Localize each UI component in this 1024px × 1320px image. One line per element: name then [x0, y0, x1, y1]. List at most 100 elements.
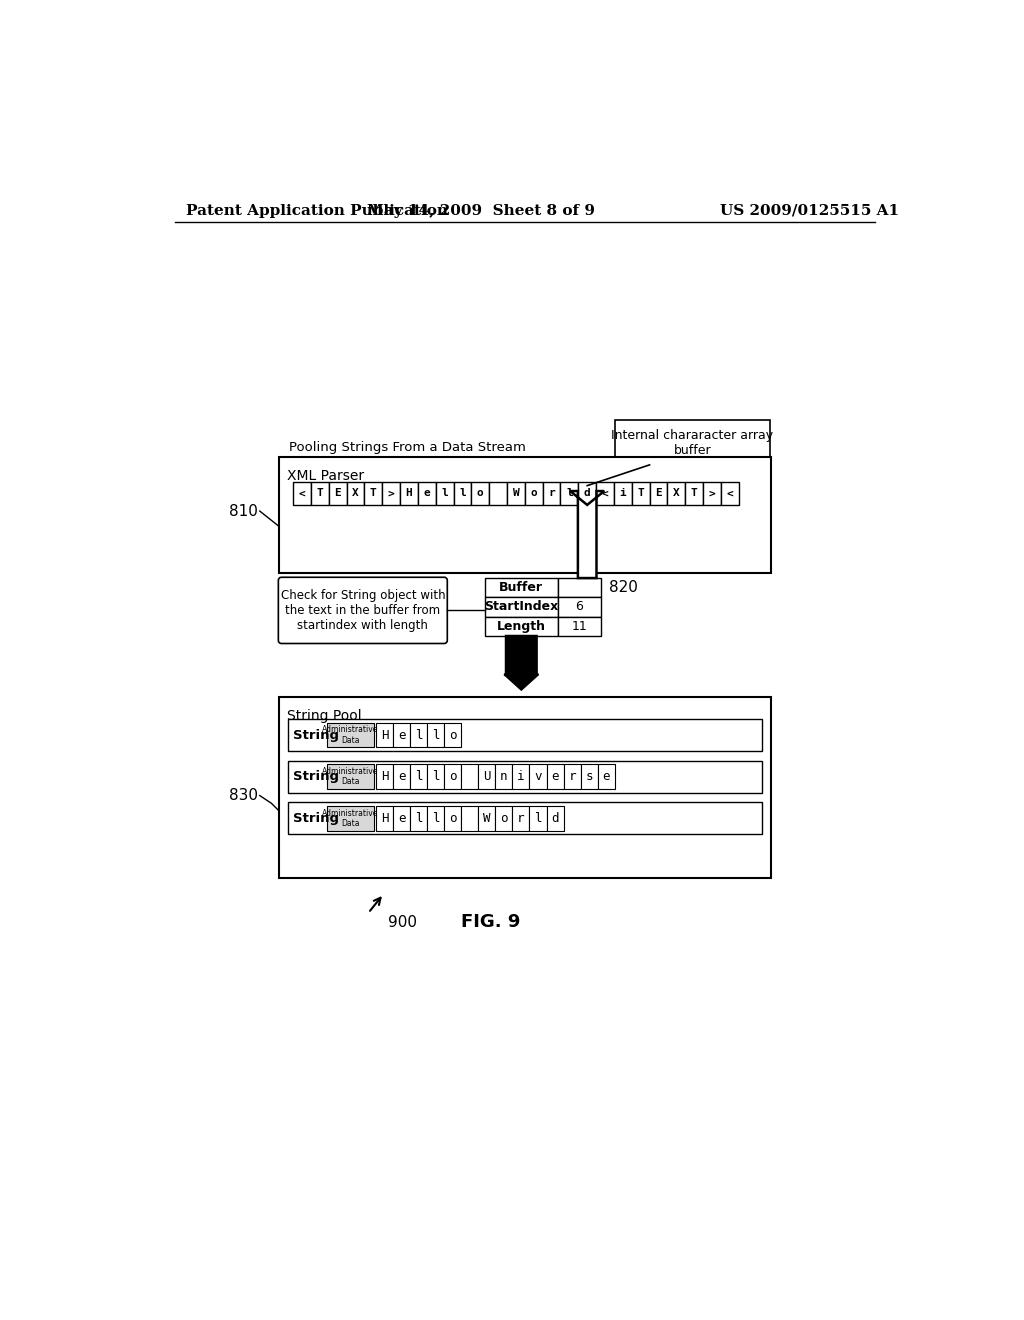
- Bar: [427, 764, 444, 789]
- Bar: [400, 482, 418, 506]
- Bar: [489, 482, 507, 506]
- Text: T: T: [691, 488, 697, 499]
- Bar: [547, 764, 563, 789]
- Text: o: o: [449, 729, 457, 742]
- Bar: [558, 616, 601, 636]
- Bar: [512, 807, 529, 830]
- Bar: [328, 764, 374, 789]
- Text: i: i: [517, 770, 524, 783]
- Bar: [289, 719, 762, 751]
- Text: e: e: [398, 770, 406, 783]
- Text: 820: 820: [608, 581, 637, 595]
- Bar: [478, 764, 496, 789]
- Text: Administrative
Data: Administrative Data: [323, 726, 379, 744]
- Bar: [376, 764, 393, 789]
- Text: US 2009/0125515 A1: US 2009/0125515 A1: [721, 203, 899, 218]
- Text: StartIndex: StartIndex: [484, 601, 558, 614]
- Bar: [311, 482, 329, 506]
- Bar: [289, 760, 762, 793]
- Bar: [512, 764, 529, 789]
- Text: <: <: [602, 488, 608, 499]
- Text: W: W: [483, 812, 490, 825]
- Text: l: l: [432, 812, 439, 825]
- Text: E: E: [655, 488, 662, 499]
- Bar: [614, 420, 770, 465]
- Text: 6: 6: [575, 601, 584, 614]
- Text: String Pool: String Pool: [287, 709, 361, 723]
- Text: Length: Length: [497, 619, 546, 632]
- Text: FIG. 9: FIG. 9: [461, 913, 520, 931]
- Text: e: e: [602, 770, 610, 783]
- Text: d: d: [584, 488, 591, 499]
- Bar: [444, 723, 461, 747]
- Bar: [632, 482, 649, 506]
- Bar: [543, 482, 560, 506]
- Bar: [418, 482, 435, 506]
- Bar: [427, 807, 444, 830]
- Text: W: W: [513, 488, 519, 499]
- Polygon shape: [504, 636, 539, 689]
- Bar: [454, 482, 471, 506]
- Bar: [560, 482, 579, 506]
- Bar: [581, 764, 598, 789]
- Text: i: i: [620, 488, 627, 499]
- Text: v: v: [535, 770, 542, 783]
- Text: Check for String object with
the text in the buffer from
startindex with length: Check for String object with the text in…: [281, 589, 445, 632]
- Bar: [410, 807, 427, 830]
- Text: Buffer: Buffer: [500, 581, 544, 594]
- Text: s: s: [586, 770, 593, 783]
- Text: String: String: [293, 770, 339, 783]
- Text: H: H: [381, 812, 388, 825]
- Text: >: >: [709, 488, 716, 499]
- Text: H: H: [381, 729, 388, 742]
- Bar: [410, 723, 427, 747]
- Text: l: l: [566, 488, 572, 499]
- Text: Administrative
Data: Administrative Data: [323, 809, 379, 828]
- Text: H: H: [406, 488, 413, 499]
- Bar: [346, 482, 365, 506]
- Text: r: r: [517, 812, 524, 825]
- Text: T: T: [370, 488, 377, 499]
- Bar: [365, 482, 382, 506]
- Bar: [484, 578, 558, 598]
- Text: 830: 830: [229, 788, 258, 803]
- Bar: [721, 482, 738, 506]
- Text: T: T: [637, 488, 644, 499]
- Text: e: e: [551, 770, 559, 783]
- Bar: [614, 482, 632, 506]
- Text: 810: 810: [229, 503, 258, 519]
- Bar: [289, 803, 762, 834]
- Text: o: o: [530, 488, 537, 499]
- Text: XML Parser: XML Parser: [287, 469, 364, 483]
- Bar: [435, 482, 454, 506]
- Text: l: l: [441, 488, 447, 499]
- Bar: [703, 482, 721, 506]
- Text: X: X: [352, 488, 358, 499]
- Bar: [444, 764, 461, 789]
- Bar: [563, 764, 581, 789]
- Text: l: l: [432, 770, 439, 783]
- Bar: [579, 482, 596, 506]
- Bar: [668, 482, 685, 506]
- Bar: [547, 807, 563, 830]
- Bar: [376, 723, 393, 747]
- Bar: [393, 807, 410, 830]
- Text: r: r: [548, 488, 555, 499]
- Text: H: H: [381, 770, 388, 783]
- Bar: [558, 578, 601, 598]
- Bar: [529, 764, 547, 789]
- Text: e: e: [423, 488, 430, 499]
- Text: Administrative
Data: Administrative Data: [323, 767, 379, 787]
- Bar: [410, 764, 427, 789]
- Bar: [496, 764, 512, 789]
- Bar: [529, 807, 547, 830]
- Text: n: n: [500, 770, 508, 783]
- Text: d: d: [551, 812, 559, 825]
- Bar: [598, 764, 614, 789]
- Text: o: o: [449, 812, 457, 825]
- FancyBboxPatch shape: [279, 577, 447, 644]
- Text: r: r: [568, 770, 575, 783]
- Bar: [649, 482, 668, 506]
- Text: l: l: [415, 812, 422, 825]
- Text: 11: 11: [571, 619, 588, 632]
